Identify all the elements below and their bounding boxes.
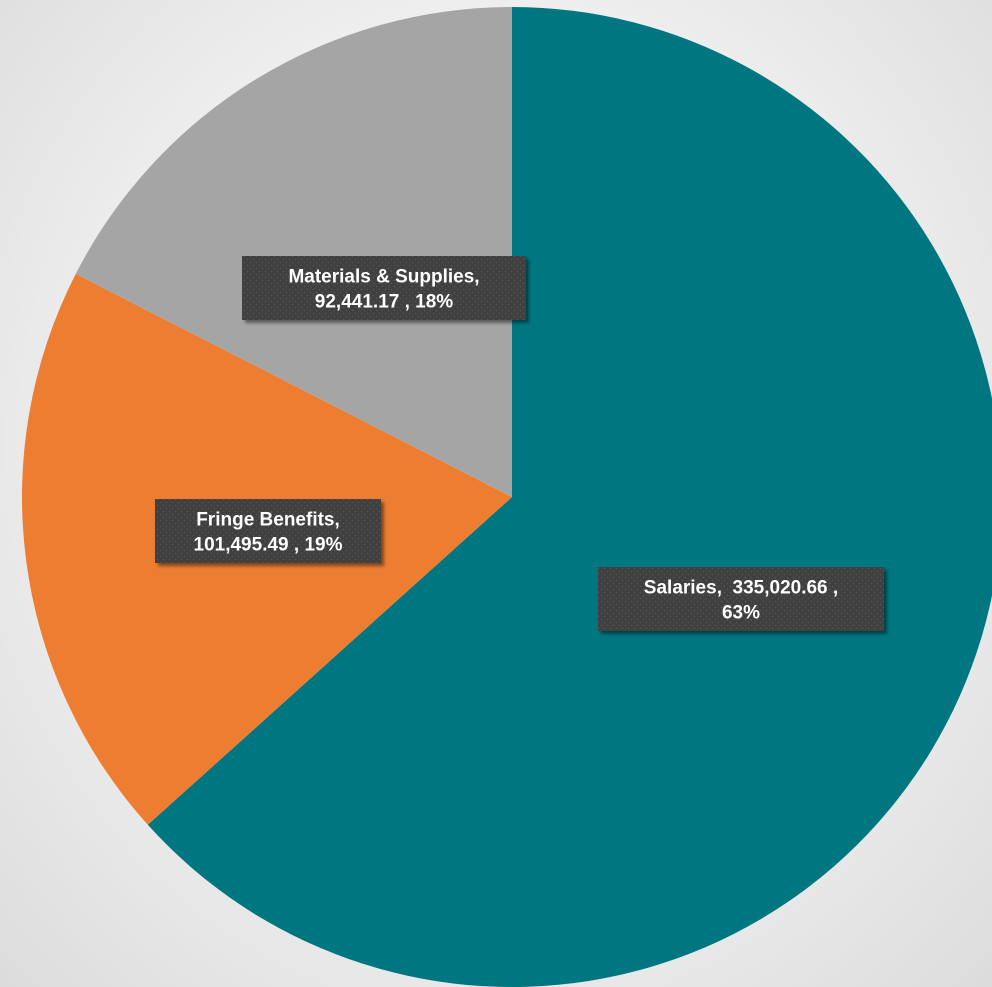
data-label-box: [598, 567, 884, 631]
data-label-text: 92,441.17 , 18%: [315, 292, 453, 313]
data-label-text: 63%: [722, 603, 760, 624]
pie-slices: [21, 7, 992, 987]
data-label-salaries: Salaries, 335,020.66 , 63%: [598, 567, 884, 631]
data-label-box: [242, 256, 526, 320]
pie-slice-salaries: [147, 7, 992, 987]
data-label-fringe-benefits: Fringe Benefits, 101,495.49 , 19%: [155, 499, 381, 563]
pie-data-labels: Salaries, 335,020.66 , 63% Fringe Benefits…: [155, 256, 884, 631]
data-label-materials-and-supplies: Materials & Supplies, 92,441.17 , 18%: [242, 256, 526, 320]
data-label-text: Materials & Supplies,: [288, 267, 479, 288]
pie-slice-materials-and-supplies: [75, 7, 513, 497]
data-label-text: Salaries, 335,020.66 ,: [644, 578, 838, 599]
data-label-text: 101,495.49 , 19%: [194, 535, 343, 556]
data-label-text: Fringe Benefits,: [196, 510, 340, 531]
data-label-box: [155, 499, 381, 563]
